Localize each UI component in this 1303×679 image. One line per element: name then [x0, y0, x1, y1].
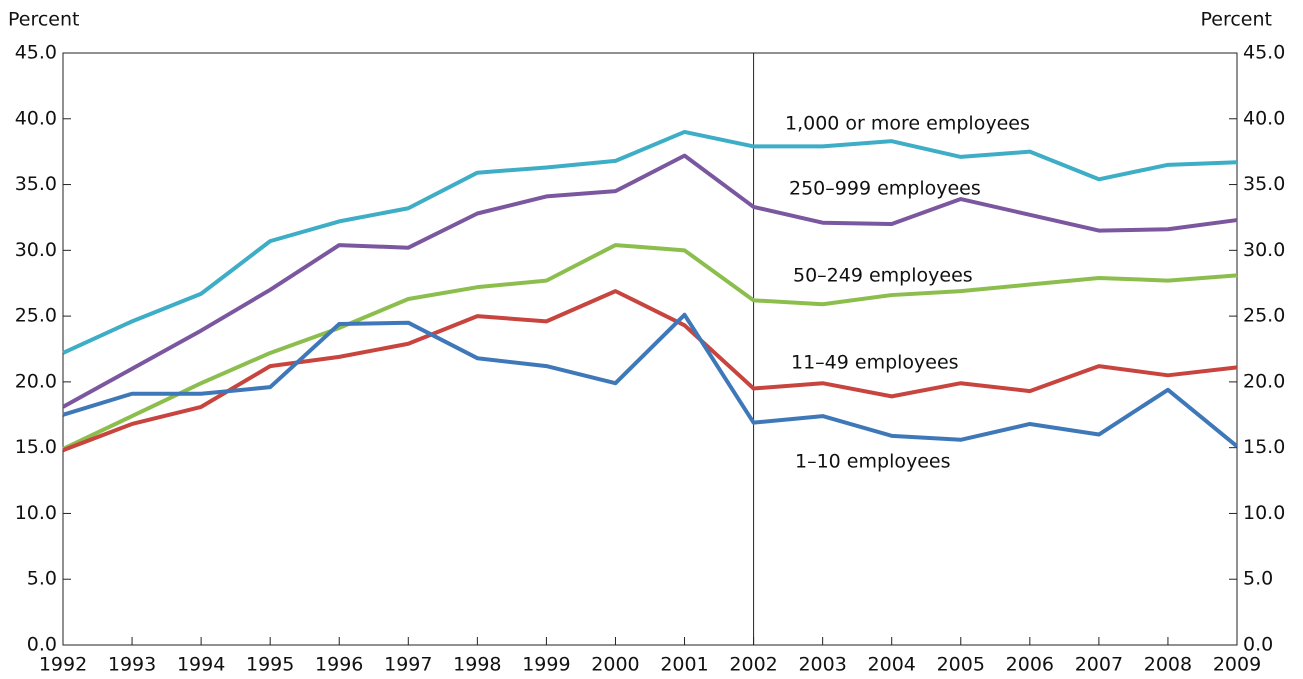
y2-tick-label: 25.0 — [1243, 305, 1285, 327]
series-line — [62, 243, 1238, 451]
x-tick-label: 1994 — [177, 654, 225, 676]
x-tick-label: 2003 — [798, 654, 846, 676]
series-label: 50–249 employees — [793, 265, 973, 287]
y-tick-label: 40.0 — [15, 107, 57, 129]
x-tick-label: 2002 — [729, 654, 777, 676]
series-label: 1,000 or more employees — [785, 113, 1030, 135]
y-tick-label: 15.0 — [15, 436, 57, 458]
x-tick-label: 2005 — [937, 654, 985, 676]
y-tick-label: 45.0 — [15, 42, 57, 64]
y-tick-label: 10.0 — [15, 502, 57, 524]
x-tick-label: 1996 — [315, 654, 363, 676]
y2-tick-label: 45.0 — [1243, 42, 1285, 64]
x-tick-label: 2004 — [868, 654, 916, 676]
y-axis-title: Percent — [8, 9, 80, 31]
y2-tick-label: 30.0 — [1243, 239, 1285, 261]
series-line — [62, 289, 1238, 453]
y-tick-label: 20.0 — [15, 370, 57, 392]
x-tick-label: 1995 — [246, 654, 294, 676]
x-tick-label: 2006 — [1006, 654, 1054, 676]
x-tick-label: 2008 — [1144, 654, 1192, 676]
y2-tick-label: 20.0 — [1243, 370, 1285, 392]
x-tick-label: 2000 — [591, 654, 639, 676]
y2-axis-title: Percent — [1201, 9, 1273, 31]
series-label: 11–49 employees — [791, 352, 959, 374]
y2-tick-label: 40.0 — [1243, 107, 1285, 129]
y-tick-label: 35.0 — [15, 173, 57, 195]
y-tick-label: 0.0 — [27, 634, 57, 656]
series-line — [62, 153, 1238, 409]
x-tick-label: 2001 — [660, 654, 708, 676]
y-tick-label: 5.0 — [27, 568, 57, 590]
series-label: 250–999 employees — [789, 178, 981, 200]
y2-tick-label: 5.0 — [1243, 568, 1273, 590]
y2-tick-label: 0.0 — [1243, 634, 1273, 656]
y2-tick-label: 15.0 — [1243, 436, 1285, 458]
x-tick-label: 1999 — [522, 654, 570, 676]
series-label: 1–10 employees — [795, 451, 951, 473]
x-tick-label: 2009 — [1213, 654, 1261, 676]
x-tick-label: 2007 — [1075, 654, 1123, 676]
x-tick-label: 1998 — [453, 654, 501, 676]
y-tick-label: 25.0 — [15, 305, 57, 327]
y-tick-label: 30.0 — [15, 239, 57, 261]
series-line — [62, 129, 1238, 355]
x-tick-label: 1992 — [39, 654, 87, 676]
series-line — [62, 312, 1239, 448]
y2-tick-label: 35.0 — [1243, 173, 1285, 195]
plot-frame — [62, 52, 1238, 646]
x-tick-label: 1997 — [384, 654, 432, 676]
y2-tick-label: 10.0 — [1243, 502, 1285, 524]
x-tick-label: 1993 — [108, 654, 156, 676]
